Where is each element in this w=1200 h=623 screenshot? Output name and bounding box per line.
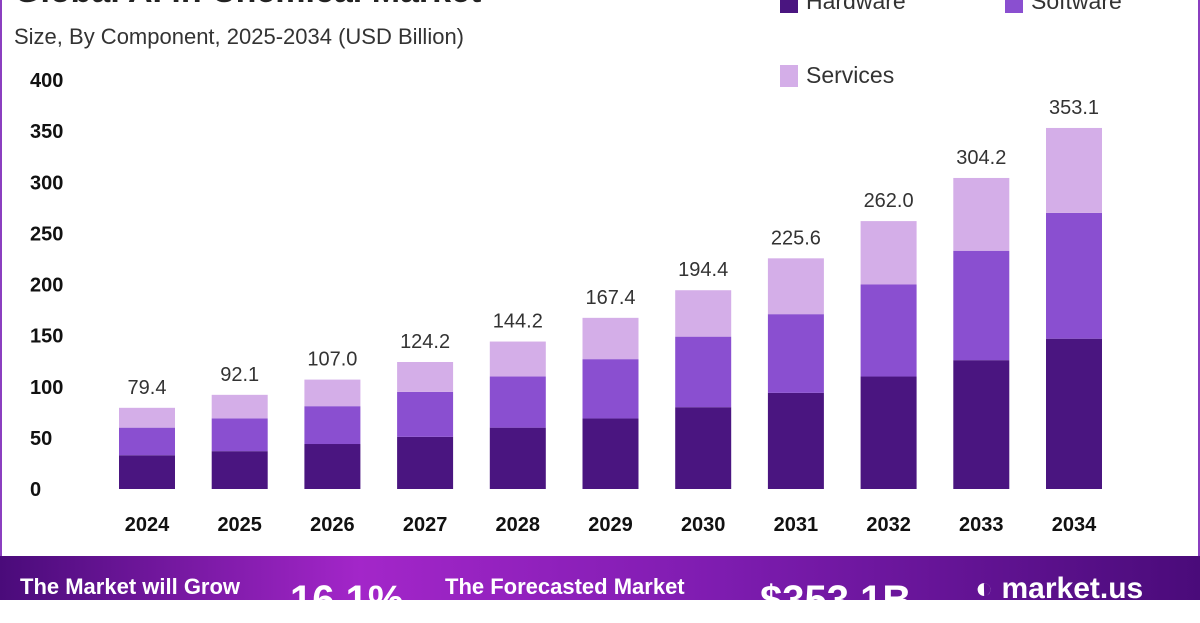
brand-name: market.us: [1001, 572, 1144, 605]
x-tick-label: 2026: [310, 514, 355, 536]
chart-frame: [0, 0, 1200, 560]
y-tick-label: 400: [30, 70, 63, 92]
data-label-total: 353.1: [1049, 97, 1099, 119]
bar-segment-hardware: [582, 418, 639, 489]
brand-logo: ◐ market.us: [975, 572, 1144, 605]
bar-segment-software: [304, 406, 361, 445]
bar-segment-services: [675, 290, 732, 337]
data-label-total: 194.4: [678, 259, 728, 281]
bar-segment-services: [860, 221, 917, 285]
bar-segment-software: [675, 336, 732, 408]
bar-segment-services: [489, 341, 546, 377]
legend-label: Services: [806, 62, 895, 88]
data-label-total: 124.2: [400, 331, 450, 353]
cagr-value: 16.1%: [290, 578, 404, 622]
x-tick-label: 2030: [681, 514, 726, 536]
x-tick-label: 2031: [774, 514, 819, 536]
data-label-total: 92.1: [220, 364, 259, 386]
x-tick-label: 2027: [403, 514, 448, 536]
bar-segment-services: [211, 394, 268, 419]
bar-segment-software: [397, 391, 454, 437]
bar-segment-software: [211, 418, 268, 452]
chart-subtitle: Size, By Component, 2025-2034 (USD Billi…: [14, 24, 465, 49]
x-tick-label: 2028: [496, 514, 541, 536]
bar-segment-hardware: [489, 427, 546, 489]
data-label-total: 79.4: [128, 377, 167, 399]
forecast-value: $353.1B: [760, 578, 912, 622]
bar-segment-hardware: [211, 451, 268, 489]
legend-label: Software: [1031, 0, 1122, 14]
bar-segment-services: [582, 317, 639, 360]
bar-segment-software: [119, 427, 175, 456]
bar-segment-software: [489, 376, 546, 428]
bar-segment-services: [767, 258, 824, 315]
bar-segment-software: [582, 359, 639, 419]
data-label-total: 167.4: [585, 287, 635, 309]
bar-segment-services: [119, 407, 175, 428]
data-label-total: 262.0: [864, 190, 914, 212]
x-tick-label: 2024: [125, 514, 170, 536]
bar-segment-services: [304, 379, 361, 407]
bar-segment-software: [953, 250, 1010, 361]
forecast-label: The Forecasted Market: [445, 574, 685, 599]
legend-hardware: Hardware: [780, 0, 906, 15]
bar-segment-services: [397, 362, 454, 392]
legend-software: Software: [1005, 0, 1122, 15]
x-tick-label: 2033: [959, 514, 1004, 536]
bar-segment-hardware: [675, 407, 732, 489]
bar-segment-software: [860, 284, 917, 377]
bar-segment-hardware: [1046, 338, 1102, 489]
data-label-total: 225.6: [771, 227, 821, 249]
bar-segment-hardware: [860, 376, 917, 489]
data-label-total: 144.2: [493, 311, 543, 333]
y-tick-label: 200: [30, 275, 63, 297]
bar-segment-hardware: [304, 444, 361, 489]
legend-swatch-services: [780, 64, 798, 87]
bar-segment-services: [1046, 127, 1102, 213]
y-tick-label: 350: [30, 121, 63, 143]
data-label-total: 304.2: [956, 147, 1006, 169]
x-tick-label: 2029: [588, 514, 633, 536]
data-label-total: 107.0: [307, 349, 357, 371]
bar-segment-hardware: [953, 360, 1010, 489]
stacked-bar-chart: 0 50 100 150 200 250 300 350 400 79.4 2024 92.1 2025…: [30, 70, 1102, 536]
legend-label: Hardware: [806, 0, 906, 14]
bar-segment-hardware: [397, 436, 454, 489]
bar-segment-software: [1046, 212, 1102, 339]
y-tick-label: 100: [30, 377, 63, 399]
bar-segment-services: [953, 177, 1010, 251]
y-tick-label: 250: [30, 223, 63, 245]
legend-services: Services: [780, 62, 894, 89]
summary-banner: The Market will Grow 16.1% The Forecaste…: [0, 556, 1200, 622]
x-tick-label: 2025: [217, 514, 262, 536]
bar-segment-hardware: [767, 392, 824, 489]
chart-title: Global AI in Chemical Market: [14, 0, 481, 11]
x-tick-label: 2032: [866, 514, 911, 536]
y-tick-label: 50: [30, 428, 52, 450]
legend-swatch-hardware: [780, 0, 798, 13]
grow-label: The Market will Grow: [20, 574, 241, 599]
y-tick-label: 150: [30, 326, 63, 348]
y-tick-label: 0: [30, 479, 41, 501]
legend-swatch-software: [1005, 0, 1023, 13]
bar-segment-hardware: [119, 455, 175, 489]
bar-segment-software: [767, 314, 824, 393]
x-tick-label: 2034: [1052, 514, 1097, 536]
y-tick-label: 300: [30, 172, 63, 194]
